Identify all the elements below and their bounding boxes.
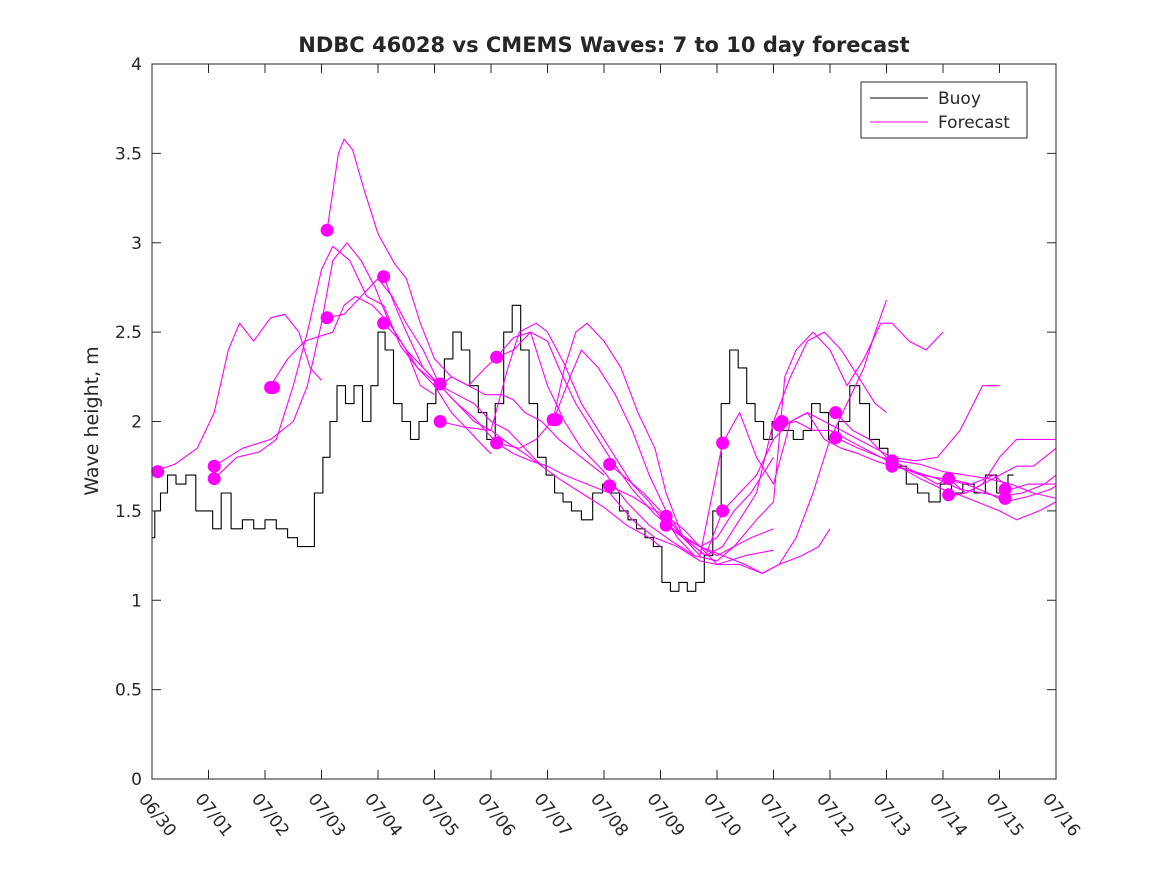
series-forecast-line-12 [552, 331, 887, 557]
forecast-marker-8 [377, 316, 391, 330]
forecast-marker-2 [207, 472, 221, 486]
forecast-marker-26 [885, 459, 899, 473]
forecast-marker-30 [998, 491, 1012, 505]
forecast-marker-10 [433, 415, 447, 428]
legend-box [860, 81, 1028, 139]
legend-label-forecast: Forecast [938, 113, 1010, 133]
plot-markers [151, 223, 1012, 532]
series-buoy-line [152, 304, 1014, 592]
forecast-marker-0 [151, 465, 165, 479]
series-forecast-line-9 [439, 322, 774, 557]
forecast-marker-5 [320, 223, 334, 237]
forecast-marker-18 [659, 518, 673, 532]
series-forecast-line-1 [151, 313, 322, 473]
forecast-marker-19 [716, 436, 730, 450]
y-axis-label: Wave height, m [81, 346, 103, 495]
forecast-marker-27 [942, 472, 956, 486]
series-forecast-line-22 [948, 447, 1057, 498]
y-tick-label-1: 0.5 [115, 681, 142, 701]
forecast-marker-9 [433, 377, 447, 391]
forecast-marker-6 [320, 311, 334, 325]
y-tick-label-0: 0 [131, 770, 142, 790]
forecast-marker-14 [549, 413, 563, 427]
y-tick-label-7: 3.5 [115, 144, 142, 164]
y-tick-label-3: 1.5 [115, 502, 142, 522]
chart-title: NDBC 46028 vs CMEMS Waves: 7 to 10 day f… [298, 33, 909, 57]
forecast-marker-23 [829, 406, 843, 420]
series-forecast-line-4 [270, 295, 543, 467]
forecast-marker-1 [207, 459, 221, 473]
series-forecast-line-5 [326, 138, 605, 476]
forecast-marker-24 [829, 431, 843, 445]
forecast-marker-4 [267, 381, 280, 394]
forecast-marker-12 [490, 436, 504, 450]
y-axis: 0 0.5 1 1.5 2 2.5 3 3.5 4 [115, 55, 1056, 790]
y-tick-label-6: 3 [131, 234, 142, 254]
forecast-marker-16 [603, 479, 617, 493]
forecast-marker-20 [716, 504, 730, 518]
y-tick-label-8: 4 [131, 55, 142, 75]
legend: Buoy Forecast [860, 81, 1028, 139]
series-forecast-line-20 [891, 460, 1056, 490]
series-forecast-line-3 [213, 245, 492, 480]
y-tick-label-2: 1 [131, 591, 142, 611]
legend-label-buoy: Buoy [938, 89, 981, 109]
forecast-marker-11 [490, 350, 504, 364]
forecast-marker-22 [775, 415, 789, 428]
forecast-marker-7 [377, 270, 391, 284]
forecast-marker-28 [942, 488, 956, 502]
forecast-marker-29 [998, 482, 1012, 496]
y-tick-label-5: 2.5 [115, 323, 142, 343]
series-forecast-line-7 [383, 276, 718, 562]
forecast-marker-17 [659, 509, 673, 523]
y-tick-label-4: 2 [131, 413, 142, 433]
forecast-marker-15 [603, 457, 617, 471]
